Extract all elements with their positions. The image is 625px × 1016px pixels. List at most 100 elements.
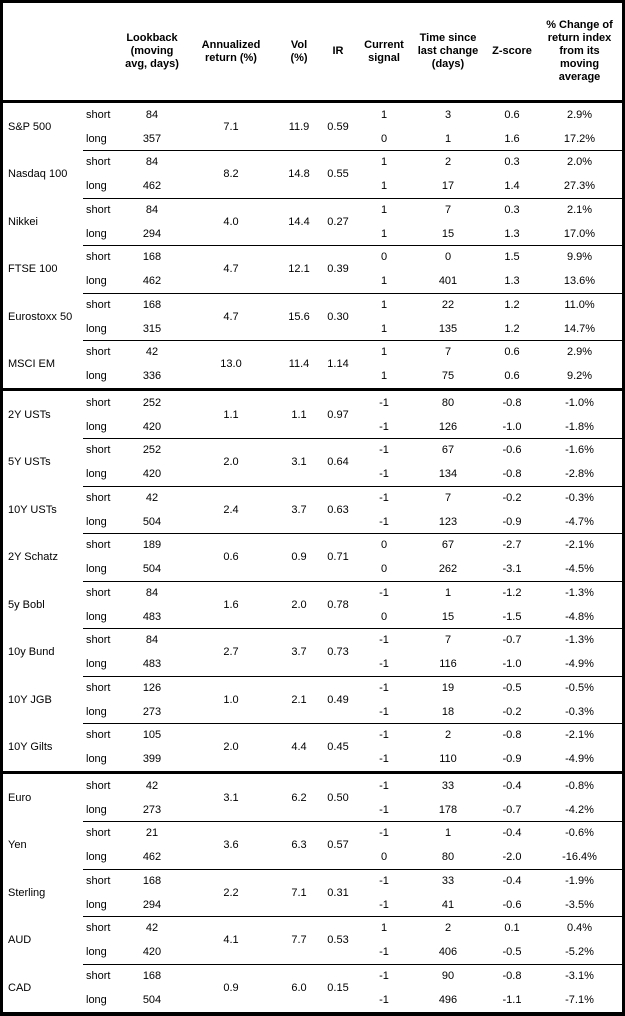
- horizon-label-long: long: [86, 275, 107, 288]
- vol-value: 14.8: [288, 168, 310, 181]
- zscore-long-value: -1.0: [502, 420, 522, 433]
- annualized-return-value: 0.9: [223, 981, 239, 994]
- zscore-long-value: -0.9: [502, 515, 522, 528]
- horizon-label-short: short: [86, 827, 111, 840]
- lookback-short-value: 252: [142, 444, 162, 457]
- annualized-return-value: 1.0: [223, 693, 239, 706]
- asset-row-group: 2Y Schatz short long 189 504 0.6 0.9 0.7…: [3, 534, 622, 581]
- asset-name: FTSE 100: [8, 263, 58, 276]
- time-short-value: 0: [444, 251, 452, 264]
- lookback-short-value: 42: [145, 779, 159, 792]
- zscore-long-value: -0.5: [502, 946, 522, 959]
- asset-row-group: Nikkei short long 84 294 4.0 14.4 0.27 1…: [3, 198, 622, 246]
- annualized-return-value: 1.1: [223, 408, 239, 421]
- signal-short-value: 1: [380, 922, 388, 935]
- ir-value: 0.59: [327, 120, 349, 133]
- vol-value: 2.0: [291, 598, 307, 611]
- asset-name: 5Y USTs: [8, 456, 51, 469]
- ir-value: 0.15: [327, 981, 349, 994]
- time-long-value: 15: [441, 610, 455, 623]
- zscore-short-value: -0.8: [502, 969, 522, 982]
- time-short-value: 7: [444, 203, 452, 216]
- time-short-value: 2: [444, 156, 452, 169]
- lookback-short-value: 21: [145, 827, 159, 840]
- lookback-long-value: 399: [142, 753, 162, 766]
- asset-row-group: 10Y Gilts short long 105 399 2.0 4.4 0.4…: [3, 724, 622, 772]
- lookback-long-value: 420: [142, 946, 162, 959]
- annualized-return-value: 1.6: [223, 598, 239, 611]
- horizon-label-long: long: [86, 515, 107, 528]
- signal-short-value: 0: [380, 251, 388, 264]
- time-long-value: 116: [439, 658, 457, 671]
- asset-name: Yen: [8, 839, 27, 852]
- vol-value: 3.1: [291, 456, 307, 469]
- lookback-long-value: 483: [142, 610, 162, 623]
- ir-value: 0.55: [327, 168, 349, 181]
- time-short-value: 19: [441, 681, 455, 694]
- zscore-short-value: 1.2: [504, 298, 520, 311]
- pct-change-long-value: -4.9%: [565, 658, 594, 671]
- header-lookback: Lookback (moving avg, days): [123, 3, 181, 100]
- horizon-label-short: short: [86, 729, 111, 742]
- zscore-short-value: -0.4: [502, 779, 522, 792]
- signal-long-value: -1: [379, 898, 389, 911]
- horizon-label-long: long: [86, 898, 107, 911]
- vol-value: 4.4: [291, 741, 307, 754]
- lookback-short-value: 105: [142, 729, 162, 742]
- time-long-value: 262: [438, 563, 458, 576]
- vol-value: 15.6: [288, 310, 310, 323]
- annualized-return-value: 2.0: [223, 456, 239, 469]
- horizon-label-short: short: [86, 586, 111, 599]
- signal-short-value: -1: [379, 969, 389, 982]
- zscore-short-value: -0.4: [502, 874, 522, 887]
- horizon-label-short: short: [86, 108, 111, 121]
- signal-short-value: -1: [379, 634, 389, 647]
- header-vol: Vol (%): [281, 3, 317, 100]
- pct-change-short-value: 11.0%: [564, 298, 595, 311]
- annualized-return-value: 4.0: [223, 215, 239, 228]
- time-short-value: 3: [444, 108, 452, 121]
- pct-change-short-value: -2.1%: [565, 729, 594, 742]
- lookback-long-value: 462: [142, 851, 162, 864]
- ir-value: 0.71: [327, 551, 349, 564]
- lookback-short-value: 42: [145, 346, 159, 359]
- lookback-short-value: 168: [142, 251, 162, 264]
- signal-long-value: -1: [379, 420, 389, 433]
- zscore-short-value: 0.3: [504, 156, 520, 169]
- time-long-value: 126: [438, 420, 458, 433]
- pct-change-short-value: -0.6%: [565, 827, 594, 840]
- zscore-short-value: 0.6: [504, 346, 520, 359]
- asset-row-group: FTSE 100 short long 168 462 4.7 12.1 0.3…: [3, 246, 622, 293]
- zscore-short-value: -0.5: [502, 681, 522, 694]
- header-annualized-return-label: Annualized return (%): [201, 38, 261, 64]
- annualized-return-value: 8.2: [223, 168, 239, 181]
- annualized-return-value: 13.0: [220, 358, 242, 371]
- asset-row-group: Sterling short long 168 294 2.2 7.1 0.31…: [3, 869, 622, 917]
- zscore-long-value: 0.6: [504, 370, 520, 383]
- signal-long-value: -1: [379, 946, 389, 959]
- asset-row-group: 10y Bund short long 84 483 2.7 3.7 0.73 …: [3, 629, 622, 676]
- pct-change-short-value: 2.9%: [566, 346, 593, 359]
- asset-name: Euro: [8, 791, 32, 804]
- horizon-label-long: long: [86, 993, 107, 1006]
- ir-value: 0.30: [327, 310, 349, 323]
- time-short-value: 33: [441, 779, 455, 792]
- vol-value: 6.3: [291, 839, 307, 852]
- signal-long-value: -1: [379, 993, 389, 1006]
- zscore-short-value: 0.3: [504, 203, 520, 216]
- zscore-short-value: 1.5: [504, 251, 520, 264]
- vol-value: 14.4: [288, 215, 310, 228]
- lookback-long-value: 273: [142, 803, 162, 816]
- header-pct-change-label: % Change of return index from its moving…: [546, 19, 613, 83]
- horizon-label-short: short: [86, 396, 111, 409]
- horizon-label-long: long: [86, 658, 107, 671]
- pct-change-long-value: -0.3%: [565, 705, 594, 718]
- lookback-long-value: 504: [142, 993, 162, 1006]
- horizon-label-short: short: [86, 969, 111, 982]
- signal-short-value: 1: [380, 108, 388, 121]
- lookback-long-value: 315: [142, 322, 162, 335]
- header-lookback-label: Lookback (moving avg, days): [125, 32, 179, 70]
- annualized-return-value: 4.1: [223, 934, 239, 947]
- horizon-label-long: long: [86, 803, 107, 816]
- horizon-label-long: long: [86, 370, 107, 383]
